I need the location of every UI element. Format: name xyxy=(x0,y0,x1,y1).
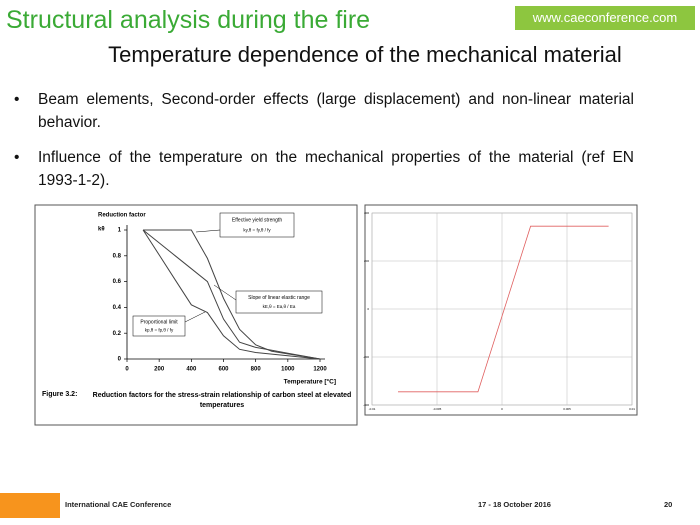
annotation-box xyxy=(235,290,323,314)
x-tick-label: 0.005 xyxy=(563,407,571,411)
leader-line xyxy=(213,284,237,301)
x-tick-label: 0 xyxy=(501,407,503,411)
series-line xyxy=(142,229,321,360)
y-tick-label: -400 xyxy=(363,403,369,407)
figure-frame xyxy=(34,204,358,426)
y-axis-symbol: kθ xyxy=(98,227,105,233)
y-tick-label: 0.4 xyxy=(113,305,122,311)
x-tick-label: 1200 xyxy=(313,367,327,373)
legend-formula: ky,θ = fy,θ / fy xyxy=(243,227,271,232)
caption: Reduction factors for the stress-strain … xyxy=(92,392,352,409)
y-tick-label: 0.6 xyxy=(113,279,122,285)
bullet-item: • Beam elements, Second-order effects (la… xyxy=(14,88,634,134)
footer-accent xyxy=(0,493,60,518)
legend-label: Slope of linear elastic range xyxy=(248,295,310,301)
legend-label: Proportional limit xyxy=(140,319,178,325)
y-tick-label: 0.8 xyxy=(113,253,122,259)
x-tick-label: 1000 xyxy=(281,367,295,373)
x-tick-label: -0.005 xyxy=(433,407,442,411)
page-number: 20 xyxy=(664,500,673,509)
x-tick-label: -0.01 xyxy=(369,407,376,411)
y-tick-label: 1 xyxy=(118,228,122,234)
bullet-text: Beam elements, Second-order effects (lar… xyxy=(38,91,634,131)
y-tick-label: 0 xyxy=(367,307,369,311)
website-badge[interactable]: www.caeconference.com xyxy=(515,6,695,30)
slide-title: Structural analysis during the fire xyxy=(6,6,371,34)
bullet-item: • Influence of the temperature on the mec… xyxy=(14,146,634,192)
y-tick-label: 0.2 xyxy=(113,331,122,337)
y-tick-label: 200 xyxy=(364,259,369,263)
bullet-text: Influence of the temperature on the mech… xyxy=(38,149,634,189)
figure-frame xyxy=(364,204,638,416)
x-tick-label: 200 xyxy=(154,367,165,373)
slide-subtitle: Temperature dependence of the mechanical… xyxy=(108,42,622,67)
y-tick-label: 0 xyxy=(118,357,122,363)
annotation-box xyxy=(219,212,295,238)
caption-number: Figure 3.2: xyxy=(42,391,78,398)
leader-line xyxy=(184,311,206,323)
series-line xyxy=(142,229,321,360)
x-tick-label: 0.01 xyxy=(629,407,635,411)
y-tick-label: -200 xyxy=(363,355,369,359)
x-tick-label: 0 xyxy=(125,367,129,373)
legend-formula: kp,θ = fp,θ / fy xyxy=(145,328,174,333)
annotation-box xyxy=(132,315,186,337)
x-tick-label: 600 xyxy=(218,367,229,373)
footer-date: 17 - 18 October 2016 xyxy=(478,500,551,509)
legend-label: Effective yield strength xyxy=(232,218,282,224)
y-tick-label: 400 xyxy=(364,211,369,215)
series-line xyxy=(143,229,321,360)
x-tick-label: 400 xyxy=(186,367,197,373)
y-axis-label: Reduction factor xyxy=(98,213,146,219)
legend-formula: kE,θ = Ea,θ / Ea xyxy=(263,304,296,309)
x-axis-label: Temperature [°C] xyxy=(284,378,336,386)
leader-line xyxy=(195,229,221,233)
series-line xyxy=(398,225,609,393)
footer-conference: International CAE Conference xyxy=(65,500,172,509)
x-tick-label: 800 xyxy=(251,367,262,373)
